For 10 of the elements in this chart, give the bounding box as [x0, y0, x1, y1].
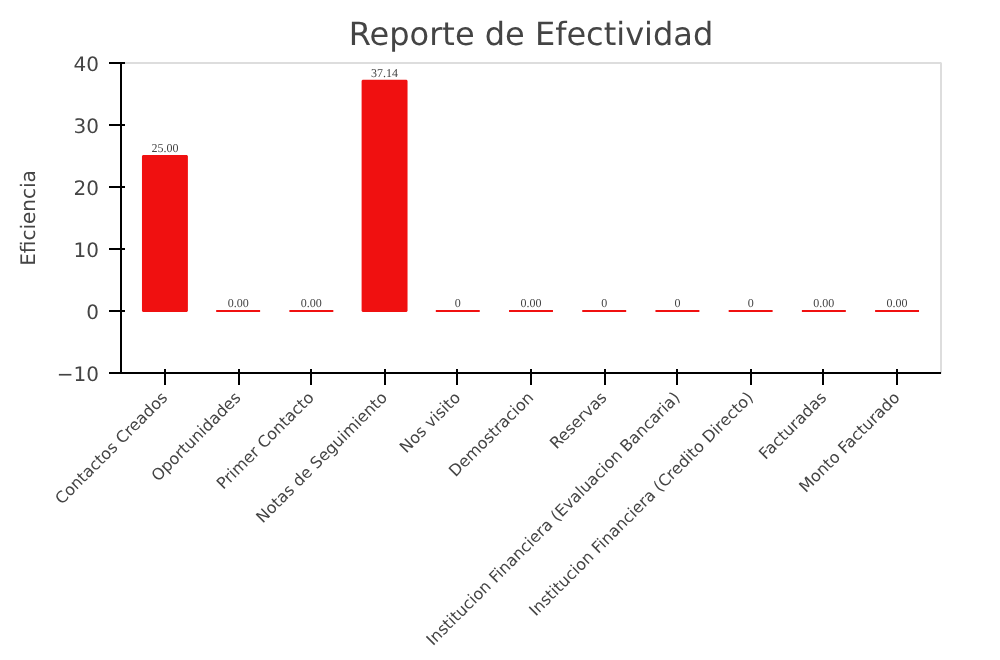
y-axis-title: Eficiencia [18, 170, 41, 266]
y-tick-label: −10 [56, 365, 100, 387]
y-tick-label: 0 [86, 303, 100, 325]
bar [141, 155, 188, 312]
bar [361, 79, 408, 312]
y-tick-label: 20 [73, 179, 100, 201]
chart-title: Reporte de Efectividad [348, 15, 714, 53]
y-tick-label: 30 [73, 117, 100, 139]
y-tick-label: 40 [73, 55, 100, 77]
y-tick-label: 10 [73, 241, 100, 263]
